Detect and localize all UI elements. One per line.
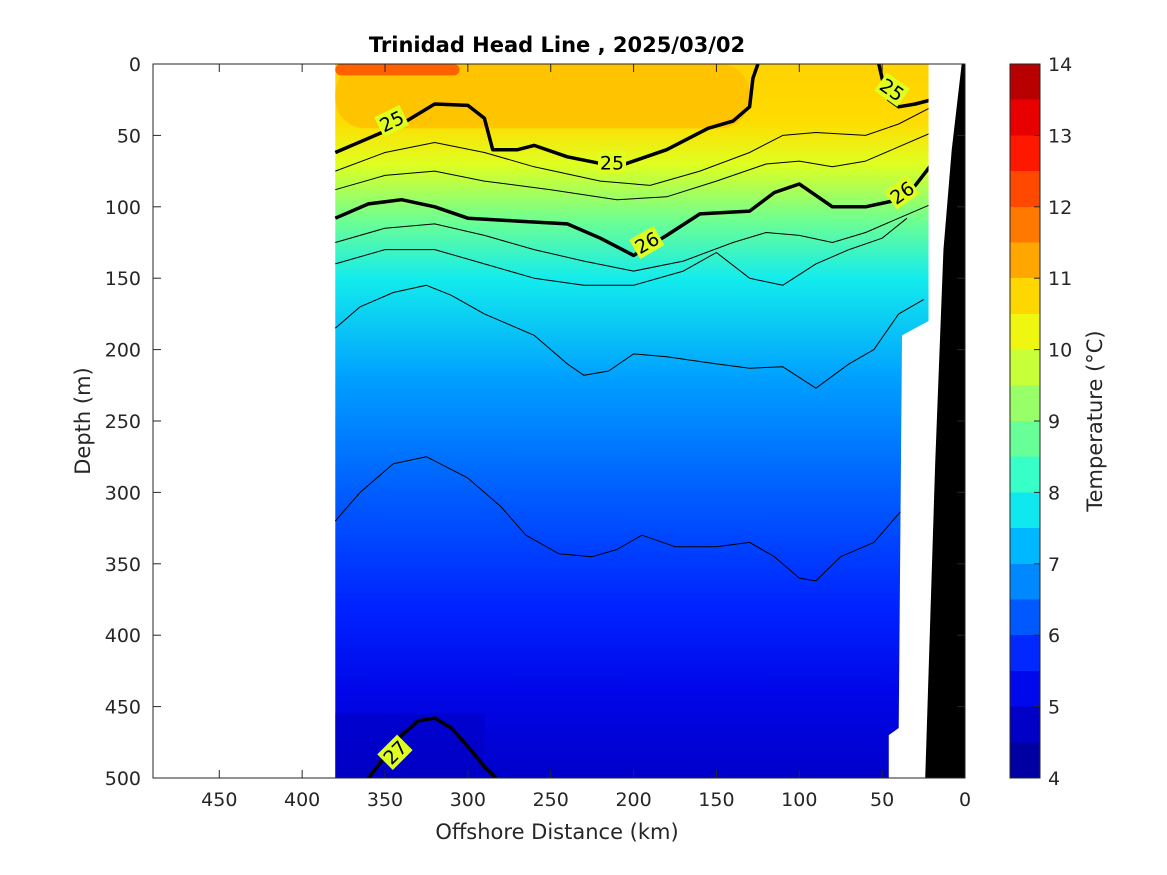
isopycnal-minor-4	[335, 106, 933, 186]
chart-title: Trinidad Head Line , 2025/03/02	[369, 33, 745, 57]
isopycnal-minor-9	[334, 456, 916, 582]
y-tick-label: 100	[105, 197, 141, 219]
y-tick-label: 450	[105, 697, 141, 719]
contour-label-bg	[377, 734, 413, 770]
x-tick-label: 150	[698, 789, 734, 811]
colorbar-tick-label: 13	[1048, 125, 1072, 147]
colorbar-tick-label: 7	[1048, 554, 1060, 576]
x-axis-label: Offshore Distance (km)	[435, 820, 678, 844]
colorbar-tick-label: 5	[1048, 697, 1060, 719]
y-axis: 0 50 100 150 200 250 300 350 400 450 500	[105, 54, 965, 790]
contour-label-group: 25	[374, 105, 410, 138]
seafloor-bathymetry	[925, 64, 965, 778]
x-tick-label: 50	[870, 789, 894, 811]
colorbar-tick-label: 9	[1048, 411, 1060, 433]
isopycnal-minor-8	[334, 284, 924, 389]
contour-label-bg	[629, 225, 665, 260]
hot-water-patch	[335, 64, 460, 76]
cold-water-pool	[335, 713, 485, 778]
contour-label-bg	[884, 175, 920, 210]
contour-label-bg	[598, 151, 627, 174]
contour-label-bg	[374, 105, 410, 138]
colorbar-tick-label: 12	[1048, 197, 1072, 219]
isopycnal-minor-5	[335, 132, 933, 201]
x-tick-label: 450	[201, 789, 237, 811]
colorbar-tick-label: 11	[1048, 268, 1072, 290]
y-tick-label: 400	[105, 625, 141, 647]
colorbar-label: Temperature (°C)	[1083, 330, 1107, 512]
x-axis: 450 400 350 300 250 200 150 100 50 0	[201, 64, 971, 811]
x-tick-label: 100	[781, 789, 817, 811]
y-tick-label: 0	[129, 54, 141, 76]
x-tick-label: 0	[959, 789, 971, 811]
contour-label-group: 25	[598, 151, 627, 175]
colorbar: 4 5 6 7 8 9 10 11 12 13 14 Temperature (°C)	[1009, 54, 1107, 790]
y-tick-label: 150	[105, 268, 141, 290]
colorbar-tick-label: 8	[1048, 482, 1060, 504]
x-tick-label: 300	[450, 789, 486, 811]
y-tick-label: 350	[105, 554, 141, 576]
x-tick-label: 400	[284, 789, 320, 811]
y-tick-label: 250	[105, 411, 141, 433]
x-tick-label: 350	[367, 789, 403, 811]
isopycnal-minor-7	[335, 217, 908, 286]
y-tick-label: 300	[105, 482, 141, 504]
isopycnal-minor-6	[335, 203, 933, 272]
x-tick-label: 250	[533, 789, 569, 811]
colorbar-ticks: 4 5 6 7 8 9 10 11 12 13 14	[1034, 54, 1072, 790]
warm-water-patch	[335, 64, 750, 129]
y-axis-label: Depth (m)	[71, 367, 95, 474]
colorbar-tick-label: 4	[1048, 768, 1060, 790]
x-tick-label: 200	[615, 789, 651, 811]
colorbar-tick-label: 6	[1048, 625, 1060, 647]
density-contours	[334, 64, 934, 778]
colorbar-tick-label: 14	[1048, 54, 1072, 76]
contour-label-bg	[874, 72, 910, 107]
isopycnal-26	[334, 162, 934, 258]
y-tick-label: 50	[117, 125, 141, 147]
contour-label-25: 25	[600, 153, 624, 175]
isopycnal-25	[334, 64, 760, 169]
temperature-field	[335, 64, 932, 778]
y-tick-label: 200	[105, 340, 141, 362]
colorbar-tick-label: 10	[1048, 340, 1072, 362]
y-tick-label: 500	[105, 768, 141, 790]
